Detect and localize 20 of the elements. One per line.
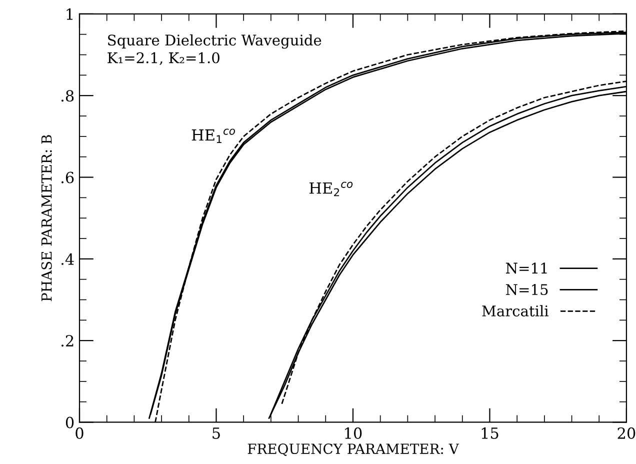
y-tick-label: 1	[66, 8, 72, 20]
x-tick-label: 20	[618, 427, 636, 439]
y-axis-title: PHASE PARAMETER: B	[41, 135, 52, 302]
y-tick-label: .8	[62, 90, 74, 102]
x-tick-label: 5	[212, 428, 220, 439]
legend-label: N=15	[506, 284, 548, 296]
y-tick-label: .2	[62, 335, 74, 347]
x-axis-title: FREQUENCY PARAMETER: V	[248, 444, 460, 456]
x-tick-label: 0	[76, 427, 84, 439]
x-tick-label: 15	[482, 427, 498, 439]
y-tick-label: .4	[62, 253, 74, 265]
legend-label: N=11	[506, 262, 547, 274]
y-tick-label: .6	[62, 172, 74, 184]
x-tick-label: 10	[345, 427, 362, 439]
annotation: HE$_{1}$$^{co}$	[192, 128, 235, 144]
annotation: HE$_{2}$$^{co}$	[309, 182, 353, 196]
y-tick-label: 0	[66, 416, 74, 428]
legend-label: Marcatili	[482, 305, 548, 316]
annotation: Square Dielectric Waveguide	[108, 34, 322, 49]
annotation: K₁=2.1, K₂=1.0	[108, 52, 220, 66]
